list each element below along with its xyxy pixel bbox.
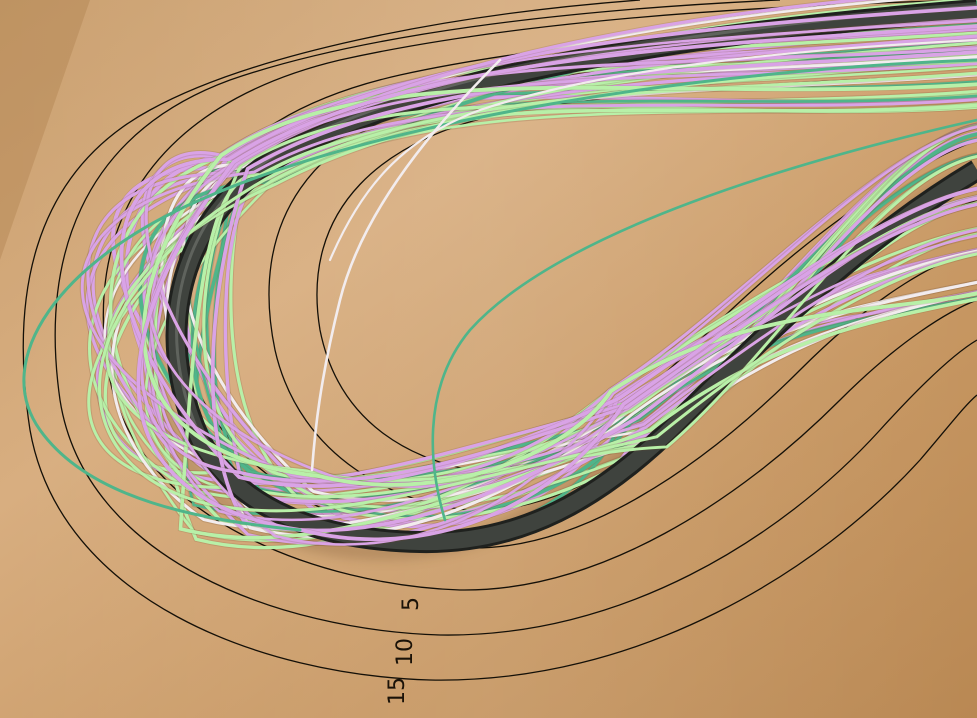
contour-label-10: 10	[393, 638, 418, 666]
strand	[105, 60, 977, 482]
contour-line-5	[54, 0, 977, 636]
strand	[178, 103, 977, 540]
contour-line-6	[22, 0, 977, 681]
strand-bundle-front	[22, 0, 977, 547]
strand	[142, 82, 977, 487]
strand	[310, 58, 502, 472]
contour-label-5: 5	[399, 597, 424, 611]
strand	[136, 24, 977, 542]
contour-line-4	[102, 0, 977, 591]
strand	[431, 118, 977, 522]
contour-label-15: 15	[385, 677, 410, 705]
strand	[22, 58, 977, 532]
contour-labels: 5 10 15	[385, 597, 424, 705]
strand	[98, 71, 977, 513]
ribbon-highlight	[175, 4, 977, 437]
strand	[328, 38, 977, 262]
surface-edge-shadow	[0, 0, 90, 260]
